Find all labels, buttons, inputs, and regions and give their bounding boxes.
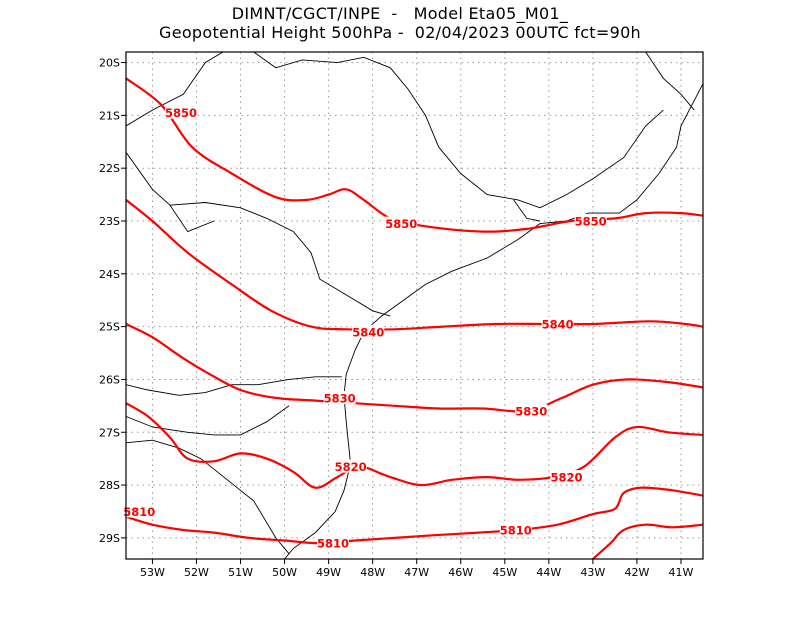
boundary-line (513, 199, 541, 222)
contour-label-5840: 5840 (542, 317, 574, 331)
lon-tick-label: 45W (492, 566, 517, 579)
lat-tick-label: 23S (99, 215, 120, 228)
lat-tick-label: 24S (99, 268, 120, 281)
boundary-line (645, 51, 695, 111)
lat-tick-label: 21S (99, 109, 120, 122)
contour-label-5810: 5810 (317, 537, 349, 551)
coastline-and-borders (125, 51, 704, 560)
contour-label-bg (323, 390, 356, 404)
contour-label-5810: 5810 (123, 505, 155, 519)
contour-labels: 5850 5850 5850 5840 5840 5830 5830 5820 5820 5810… (123, 105, 607, 551)
contour-unlabeled (592, 523, 704, 560)
title-line-1: DIMNT/CGCT/INPE - Model Eta05_M01_ (231, 4, 569, 23)
contour-label-5850: 5850 (575, 215, 607, 229)
contour-label-bg (574, 214, 607, 227)
contour-label-5820: 5820 (550, 471, 582, 485)
lon-tick-label: 53W (140, 566, 165, 579)
contour-label-5830: 5830 (515, 405, 547, 419)
lon-tick-label: 46W (448, 566, 473, 579)
lat-tick-label: 27S (99, 426, 120, 439)
lon-tick-label: 47W (404, 566, 429, 579)
boundary-line (125, 405, 290, 436)
contour-5840 (125, 199, 704, 331)
lon-tick-label: 52W (184, 566, 209, 579)
lat-tick-label: 26S (99, 373, 120, 386)
contour-label-bg (352, 324, 385, 338)
lon-tick-label: 43W (580, 566, 605, 579)
contour-label-bg (515, 404, 548, 418)
boundary-line (284, 83, 704, 560)
contour-label-bg (334, 459, 367, 473)
contour-label-5850: 5850 (385, 217, 417, 231)
contour-label-5810: 5810 (500, 523, 532, 537)
lat-tick-label: 22S (99, 162, 120, 175)
contour-label-bg (499, 522, 532, 536)
contour-label-bg (385, 216, 418, 230)
contour-5810 (125, 486, 704, 545)
title-line-2: Geopotential Height 500hPa - 02/04/2023 … (159, 23, 641, 42)
lat-tick-label: 25S (99, 321, 120, 334)
contour-5850 (125, 77, 704, 233)
graticule (126, 52, 703, 559)
contour-label-bg (550, 470, 583, 484)
lat-tick-label: 28S (99, 479, 120, 492)
boundary-line (125, 152, 391, 317)
lat-tick-label: 20S (99, 57, 120, 70)
lon-tick-label: 50W (272, 566, 297, 579)
lon-tick-label: 42W (624, 566, 649, 579)
map-titles: DIMNT/CGCT/INPE - Model Eta05_M01_ Geopo… (0, 4, 800, 42)
contour-label-5850: 5850 (165, 106, 197, 120)
contour-label-bg (317, 536, 350, 550)
contour-5820 (125, 402, 704, 489)
boundary-line (125, 439, 290, 554)
lat-tick-label: 29S (99, 532, 120, 545)
lon-tick-label: 51W (228, 566, 253, 579)
contour-label-bg (541, 316, 574, 330)
map-frame (125, 51, 704, 560)
lon-tick-label: 48W (360, 566, 385, 579)
lon-tick-label: 49W (316, 566, 341, 579)
boundary-line (125, 51, 224, 127)
contour-label-5820: 5820 (335, 460, 367, 474)
lon-tick-label: 41W (669, 566, 694, 579)
geopotential-contours (125, 77, 704, 560)
boundary-line (125, 376, 342, 396)
lon-tick-label: 44W (536, 566, 561, 579)
contour-5830 (125, 323, 704, 413)
axis-ticks: 53W 52W 51W 50W 49W 48W 47W 46W 45W 44W 43W 42W 41W 2… (99, 57, 694, 579)
contour-label-5830: 5830 (324, 391, 356, 405)
boundary-line (169, 204, 215, 233)
contour-label-bg (123, 504, 156, 518)
boundary-line (253, 51, 664, 209)
contour-label-5840: 5840 (352, 325, 384, 339)
contour-label-bg (165, 105, 198, 119)
